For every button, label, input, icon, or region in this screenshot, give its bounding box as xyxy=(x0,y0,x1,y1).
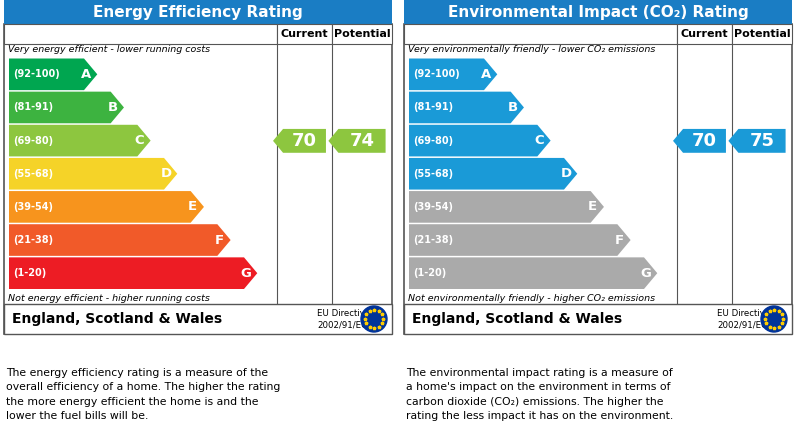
Bar xyxy=(732,24,792,44)
Text: (81-91): (81-91) xyxy=(13,103,53,112)
Polygon shape xyxy=(728,129,786,153)
Text: G: G xyxy=(241,267,251,280)
Text: E: E xyxy=(588,200,598,213)
Circle shape xyxy=(761,306,787,332)
Text: F: F xyxy=(614,233,624,246)
Polygon shape xyxy=(9,224,230,256)
Text: B: B xyxy=(507,101,518,114)
Polygon shape xyxy=(409,224,630,256)
Bar xyxy=(4,24,392,334)
Text: The environmental impact rating is a measure of
a home's impact on the environme: The environmental impact rating is a mea… xyxy=(406,368,674,421)
Text: 74: 74 xyxy=(350,132,374,150)
Polygon shape xyxy=(273,129,326,153)
Polygon shape xyxy=(9,59,98,90)
Text: Environmental Impact (CO₂) Rating: Environmental Impact (CO₂) Rating xyxy=(448,4,748,20)
Bar xyxy=(677,24,732,44)
Text: 75: 75 xyxy=(750,132,774,150)
Text: (55-68): (55-68) xyxy=(413,169,453,179)
Text: (55-68): (55-68) xyxy=(13,169,53,179)
Text: Current: Current xyxy=(281,29,328,39)
Text: Not energy efficient - higher running costs: Not energy efficient - higher running co… xyxy=(8,294,210,303)
Text: Energy Efficiency Rating: Energy Efficiency Rating xyxy=(93,4,303,20)
Text: C: C xyxy=(134,134,144,147)
Text: Potential: Potential xyxy=(334,29,390,39)
Polygon shape xyxy=(9,257,258,289)
Text: (39-54): (39-54) xyxy=(413,202,453,212)
Text: C: C xyxy=(534,134,544,147)
Polygon shape xyxy=(9,191,204,223)
Text: A: A xyxy=(81,68,91,81)
Text: F: F xyxy=(214,233,224,246)
Text: B: B xyxy=(107,101,118,114)
Text: G: G xyxy=(641,267,651,280)
Text: The energy efficiency rating is a measure of the
overall efficiency of a home. T: The energy efficiency rating is a measur… xyxy=(6,368,280,421)
Text: England, Scotland & Wales: England, Scotland & Wales xyxy=(412,312,622,326)
Text: Not environmentally friendly - higher CO₂ emissions: Not environmentally friendly - higher CO… xyxy=(408,294,655,303)
Text: (21-38): (21-38) xyxy=(413,235,453,245)
Text: Potential: Potential xyxy=(734,29,790,39)
Polygon shape xyxy=(409,59,498,90)
Text: (1-20): (1-20) xyxy=(13,268,46,278)
Text: (21-38): (21-38) xyxy=(13,235,53,245)
Text: 70: 70 xyxy=(692,132,717,150)
Polygon shape xyxy=(409,92,524,123)
Bar xyxy=(4,0,392,24)
Bar xyxy=(404,24,792,334)
Text: Very energy efficient - lower running costs: Very energy efficient - lower running co… xyxy=(8,45,210,54)
Polygon shape xyxy=(409,158,578,190)
Text: (92-100): (92-100) xyxy=(13,69,60,79)
Text: (69-80): (69-80) xyxy=(413,136,453,146)
Text: (39-54): (39-54) xyxy=(13,202,53,212)
Bar xyxy=(404,304,792,334)
Bar xyxy=(404,0,792,24)
Polygon shape xyxy=(9,92,124,123)
Text: EU Directive
2002/91/EC: EU Directive 2002/91/EC xyxy=(717,309,770,329)
Polygon shape xyxy=(409,257,658,289)
Text: D: D xyxy=(561,167,571,180)
Polygon shape xyxy=(673,129,726,153)
Bar xyxy=(404,24,677,44)
Text: Current: Current xyxy=(681,29,728,39)
Text: A: A xyxy=(481,68,491,81)
Text: (81-91): (81-91) xyxy=(413,103,453,112)
Polygon shape xyxy=(328,129,386,153)
Text: Very environmentally friendly - lower CO₂ emissions: Very environmentally friendly - lower CO… xyxy=(408,45,655,54)
Polygon shape xyxy=(409,191,604,223)
Text: (92-100): (92-100) xyxy=(413,69,460,79)
Polygon shape xyxy=(9,125,150,156)
Polygon shape xyxy=(409,125,550,156)
Text: EU Directive
2002/91/EC: EU Directive 2002/91/EC xyxy=(317,309,370,329)
Bar xyxy=(4,304,392,334)
Bar xyxy=(332,24,392,44)
Bar xyxy=(4,24,277,44)
Text: (69-80): (69-80) xyxy=(13,136,53,146)
Text: D: D xyxy=(161,167,171,180)
Text: England, Scotland & Wales: England, Scotland & Wales xyxy=(12,312,222,326)
Text: E: E xyxy=(188,200,198,213)
Bar xyxy=(277,24,332,44)
Circle shape xyxy=(361,306,387,332)
Text: 70: 70 xyxy=(292,132,317,150)
Polygon shape xyxy=(9,158,178,190)
Text: (1-20): (1-20) xyxy=(413,268,446,278)
